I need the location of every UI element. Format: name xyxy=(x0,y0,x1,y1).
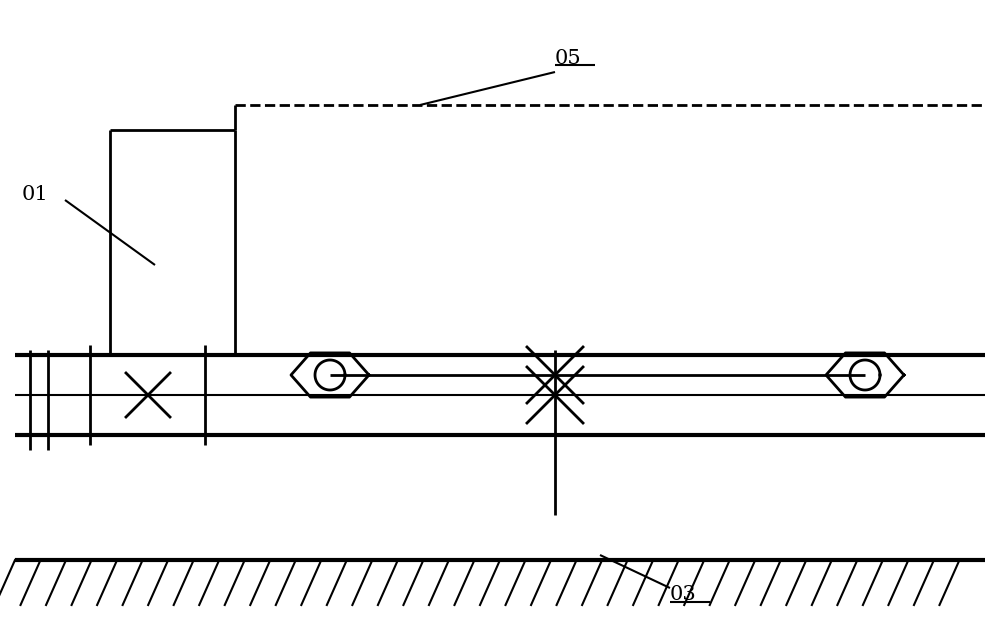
Text: 03: 03 xyxy=(670,586,697,605)
Text: 01: 01 xyxy=(22,185,49,204)
Text: 05: 05 xyxy=(555,49,582,68)
